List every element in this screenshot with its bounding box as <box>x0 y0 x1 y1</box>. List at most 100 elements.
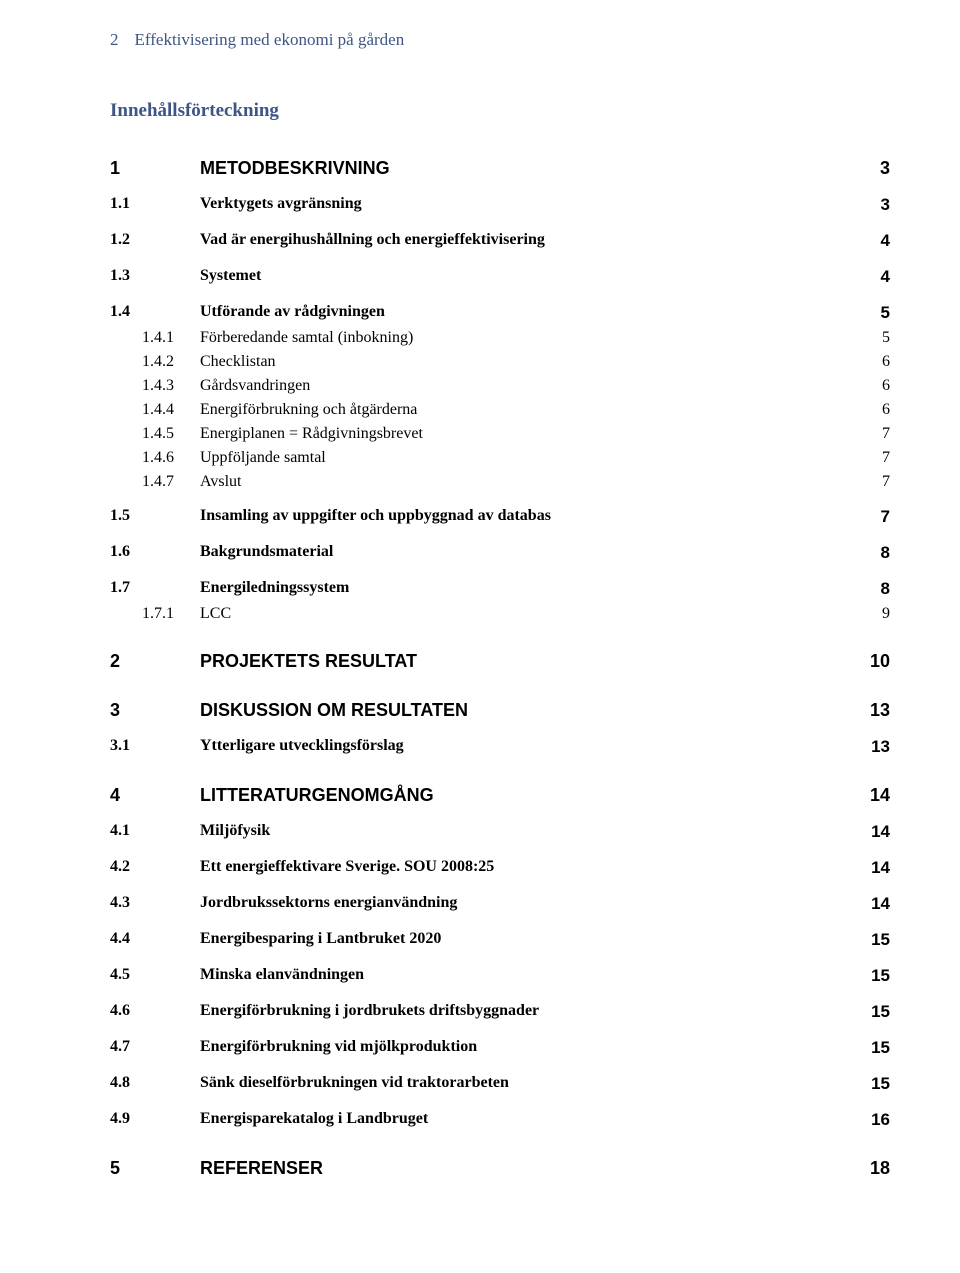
toc-entry-title: Gårdsvandringen <box>200 377 850 395</box>
toc-entry-page: 6 <box>850 401 890 419</box>
toc-entry: 1.4.6Uppföljande samtal7 <box>110 449 890 467</box>
toc-entry: 1.2Vad är energihushållning och energief… <box>110 231 890 251</box>
toc-entry-title: Uppföljande samtal <box>200 449 850 467</box>
toc-entry-title: Energibesparing i Lantbruket 2020 <box>200 930 850 950</box>
toc-entry-page: 10 <box>850 651 890 672</box>
toc-entry-number: 4 <box>110 785 200 806</box>
toc-entry: 3DISKUSSION OM RESULTATEN13 <box>110 700 890 721</box>
toc-entry-number: 1 <box>110 158 200 179</box>
toc-entry-number: 1.7 <box>110 579 200 599</box>
toc-entry: 1.4.5Energiplanen = Rådgivningsbrevet7 <box>110 425 890 443</box>
toc-entry-title: Avslut <box>200 473 850 491</box>
toc-entry-title: Insamling av uppgifter och uppbyggnad av… <box>200 507 850 527</box>
toc-entry: 4.8Sänk dieselförbrukningen vid traktora… <box>110 1074 890 1094</box>
toc-entry-title: Ett energieffektivare Sverige. SOU 2008:… <box>200 858 850 878</box>
toc-entry-number: 4.1 <box>110 822 200 842</box>
toc-entry-page: 15 <box>850 1038 890 1058</box>
toc-entry-number: 4.9 <box>110 1110 200 1130</box>
toc-entry-number: 4.4 <box>110 930 200 950</box>
toc-entry: 1.6Bakgrundsmaterial8 <box>110 543 890 563</box>
toc-entry-page: 5 <box>850 329 890 347</box>
toc-entry: 4.1Miljöfysik14 <box>110 822 890 842</box>
toc-entry-number: 1.4.5 <box>110 425 200 443</box>
toc-entry-number: 3 <box>110 700 200 721</box>
toc-entry-title: Sänk dieselförbrukningen vid traktorarbe… <box>200 1074 850 1094</box>
toc-entry-page: 13 <box>850 737 890 757</box>
toc-entry-title: Checklistan <box>200 353 850 371</box>
toc-entry-number: 1.4.1 <box>110 329 200 347</box>
toc-entry: 5REFERENSER18 <box>110 1158 890 1179</box>
toc-entry-title: Energiplanen = Rådgivningsbrevet <box>200 425 850 443</box>
toc-entry-page: 5 <box>850 303 890 323</box>
toc-entry-number: 4.8 <box>110 1074 200 1094</box>
toc-entry-page: 13 <box>850 700 890 721</box>
toc-entry: 1.5Insamling av uppgifter och uppbyggnad… <box>110 507 890 527</box>
toc-entry-title: Vad är energihushållning och energieffek… <box>200 231 850 251</box>
toc-entry-page: 14 <box>850 858 890 878</box>
toc-entry-number: 1.4.4 <box>110 401 200 419</box>
toc-entry-title: Energiförbrukning och åtgärderna <box>200 401 850 419</box>
toc-entry: 4LITTERATURGENOMGÅNG14 <box>110 785 890 806</box>
toc-entry: 4.6Energiförbrukning i jordbrukets drift… <box>110 1002 890 1022</box>
toc-entry: 1.4.1Förberedande samtal (inbokning)5 <box>110 329 890 347</box>
toc-entry: 4.5Minska elanvändningen15 <box>110 966 890 986</box>
toc-entry-title: Verktygets avgränsning <box>200 195 850 215</box>
toc-entry-title: DISKUSSION OM RESULTATEN <box>200 700 850 721</box>
toc-entry-title: Förberedande samtal (inbokning) <box>200 329 850 347</box>
toc-entry-page: 14 <box>850 785 890 806</box>
toc-entry-page: 3 <box>850 158 890 179</box>
toc-entry-number: 1.4.3 <box>110 377 200 395</box>
toc-entry-title: LCC <box>200 605 850 623</box>
toc-entry-title: Systemet <box>200 267 850 287</box>
toc-entry: 1.4.4Energiförbrukning och åtgärderna6 <box>110 401 890 419</box>
toc-entry-number: 1.3 <box>110 267 200 287</box>
toc-entry-page: 7 <box>850 473 890 491</box>
toc-entry: 4.4Energibesparing i Lantbruket 202015 <box>110 930 890 950</box>
toc-heading: Innehållsförteckning <box>110 100 890 122</box>
toc-entry-page: 14 <box>850 822 890 842</box>
toc-entry-number: 1.2 <box>110 231 200 251</box>
toc-entry-title: LITTERATURGENOMGÅNG <box>200 785 850 806</box>
toc-entry-page: 18 <box>850 1158 890 1179</box>
toc-entry: 1.4.2Checklistan6 <box>110 353 890 371</box>
toc-entry-title: PROJEKTETS RESULTAT <box>200 651 850 672</box>
toc-entry-title: Energiförbrukning i jordbrukets driftsby… <box>200 1002 850 1022</box>
toc-entry-number: 1.4 <box>110 303 200 323</box>
toc-entry-title: Energisparekatalog i Landbruget <box>200 1110 850 1130</box>
toc-entry-title: Miljöfysik <box>200 822 850 842</box>
toc-entry-number: 4.7 <box>110 1038 200 1058</box>
toc-entry-page: 16 <box>850 1110 890 1130</box>
toc-entry-page: 15 <box>850 1002 890 1022</box>
toc-entry-number: 2 <box>110 651 200 672</box>
toc-entry: 4.2Ett energieffektivare Sverige. SOU 20… <box>110 858 890 878</box>
toc-entry-page: 6 <box>850 353 890 371</box>
toc-entry-title: Minska elanvändningen <box>200 966 850 986</box>
toc-entry: 1.4.3Gårdsvandringen6 <box>110 377 890 395</box>
toc-entry-page: 7 <box>850 449 890 467</box>
toc-entry-page: 6 <box>850 377 890 395</box>
toc-entry-title: Bakgrundsmaterial <box>200 543 850 563</box>
toc-entry-page: 15 <box>850 930 890 950</box>
toc-entry-page: 7 <box>850 425 890 443</box>
toc-entry: 1.7.1LCC9 <box>110 605 890 623</box>
toc-entry-title: Energiförbrukning vid mjölkproduktion <box>200 1038 850 1058</box>
toc-entry-page: 8 <box>850 579 890 599</box>
toc-entry-number: 3.1 <box>110 737 200 757</box>
toc-entry-number: 4.6 <box>110 1002 200 1022</box>
toc-entry-page: 15 <box>850 1074 890 1094</box>
toc-entry: 1.3Systemet4 <box>110 267 890 287</box>
toc-entry: 1.4.7Avslut7 <box>110 473 890 491</box>
toc-entry: 1.4Utförande av rådgivningen5 <box>110 303 890 323</box>
toc-entry-number: 1.6 <box>110 543 200 563</box>
toc-entry: 3.1Ytterligare utvecklingsförslag13 <box>110 737 890 757</box>
page-number: 2 <box>110 30 119 50</box>
toc-entry-number: 1.4.6 <box>110 449 200 467</box>
toc-entry-number: 4.3 <box>110 894 200 914</box>
toc-entry-number: 1.5 <box>110 507 200 527</box>
toc-entry-page: 15 <box>850 966 890 986</box>
toc-entry-page: 3 <box>850 195 890 215</box>
toc-entry-page: 4 <box>850 231 890 251</box>
toc-entry: 1.1Verktygets avgränsning3 <box>110 195 890 215</box>
toc-entry-title: Utförande av rådgivningen <box>200 303 850 323</box>
toc-entry-number: 4.2 <box>110 858 200 878</box>
